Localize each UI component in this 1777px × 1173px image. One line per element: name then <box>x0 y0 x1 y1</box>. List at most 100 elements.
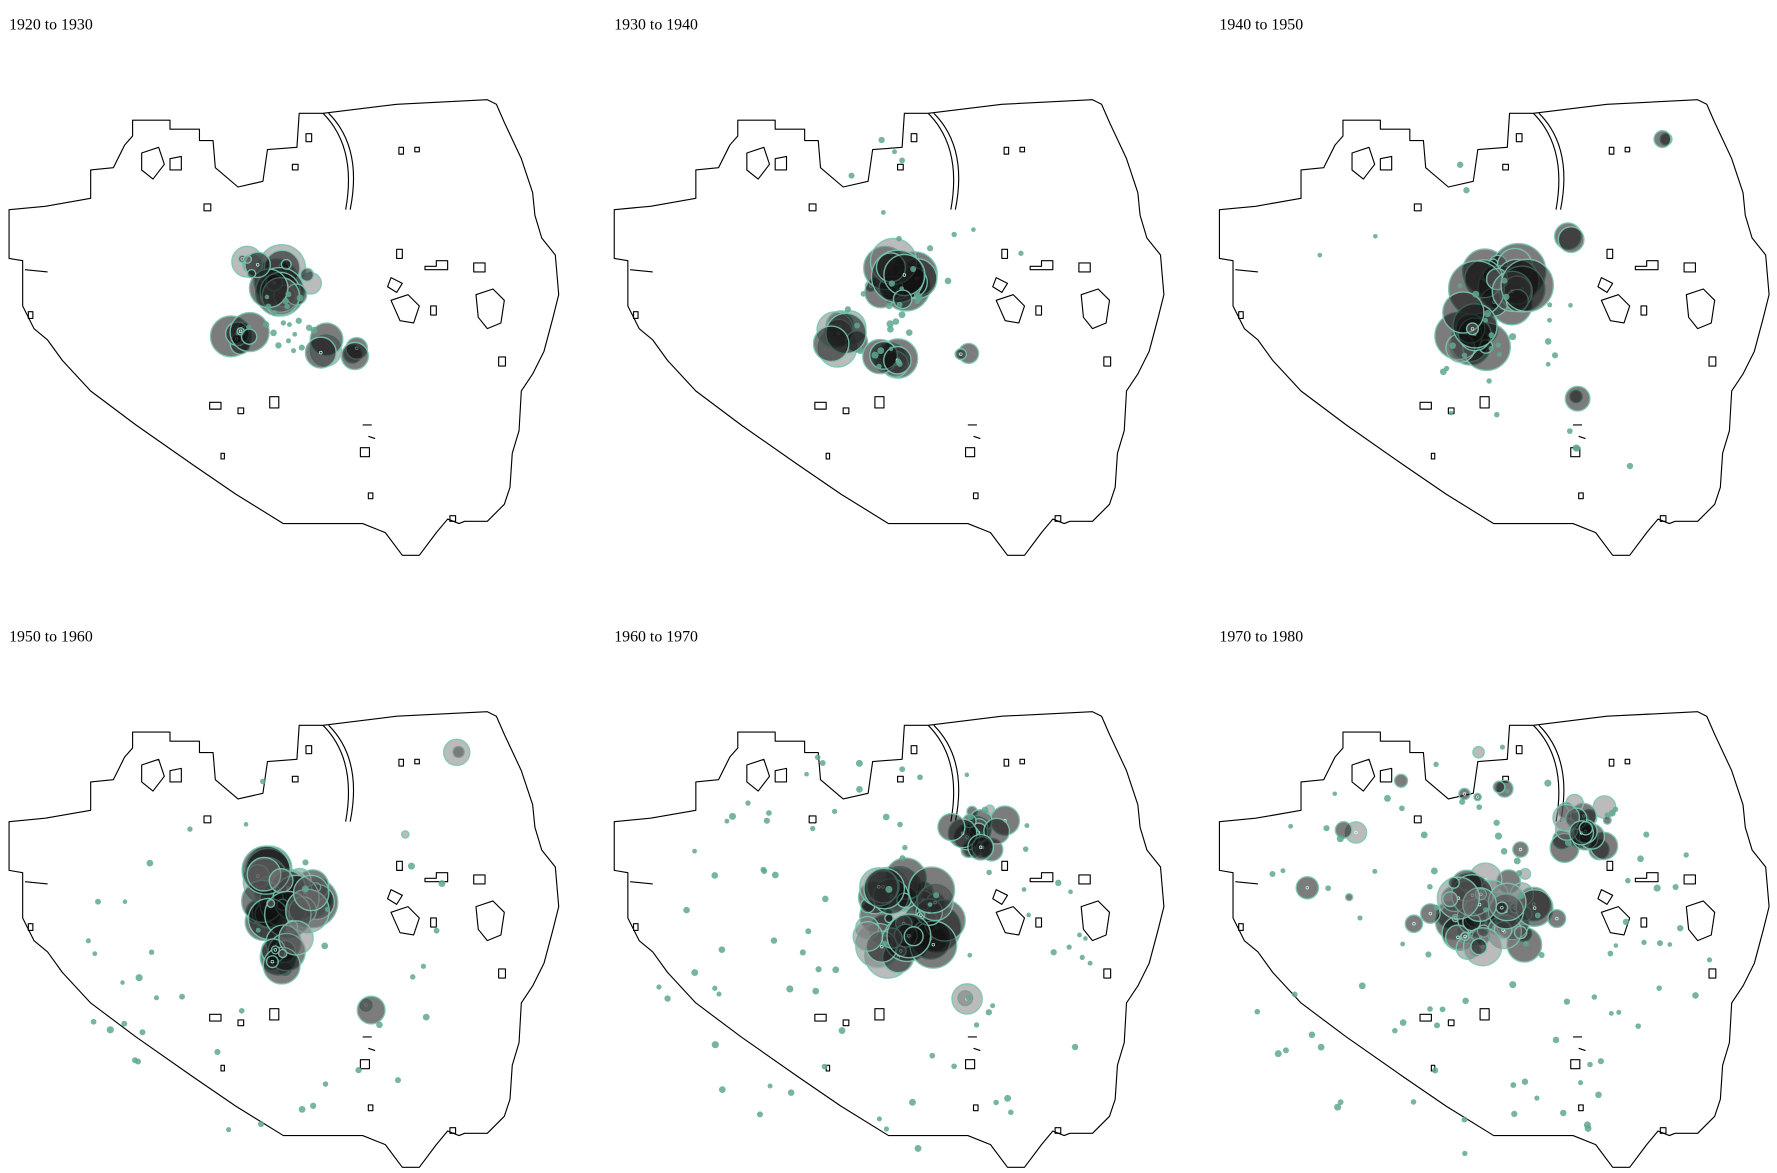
dot <box>1004 1094 1012 1102</box>
dot <box>1672 883 1679 891</box>
dot <box>1332 791 1338 797</box>
bubble-center <box>880 944 884 949</box>
dot <box>883 1126 890 1132</box>
dot <box>243 822 249 827</box>
bubble-center <box>319 350 323 355</box>
dot <box>1026 912 1031 918</box>
dot <box>711 1041 719 1049</box>
dot <box>1373 233 1378 239</box>
dot <box>967 952 973 958</box>
dot <box>1500 848 1508 855</box>
bubble <box>983 817 1011 845</box>
dot <box>1463 187 1470 194</box>
dot <box>927 902 933 907</box>
dot <box>1336 835 1344 843</box>
dot <box>885 302 893 310</box>
dot <box>1055 879 1062 887</box>
bubble <box>967 833 995 861</box>
dot <box>1434 1022 1441 1029</box>
bubble <box>246 268 257 279</box>
dot <box>892 318 900 325</box>
dot <box>1551 352 1559 359</box>
dot <box>1587 1061 1593 1068</box>
bubble <box>1547 909 1567 929</box>
dot <box>238 1007 245 1014</box>
dot <box>226 1127 232 1133</box>
dot <box>1510 1082 1517 1089</box>
dot <box>897 821 903 828</box>
dot <box>951 1063 957 1070</box>
dot <box>1597 1058 1604 1065</box>
panel-title: 1930 to 1940 <box>614 16 698 33</box>
city-outline <box>8 99 560 556</box>
dot <box>913 291 921 299</box>
dot <box>1613 943 1619 948</box>
dot <box>1462 1150 1468 1157</box>
dot <box>990 1003 996 1009</box>
dot <box>291 348 297 354</box>
dot <box>1564 839 1572 847</box>
dot <box>880 210 886 215</box>
dot <box>876 363 882 370</box>
dot <box>1504 788 1510 794</box>
dot <box>832 966 840 974</box>
bubble-center <box>959 352 963 356</box>
dot <box>1083 936 1088 941</box>
dot <box>896 301 903 308</box>
dot <box>1066 944 1072 950</box>
dot <box>246 324 252 331</box>
dot <box>1288 823 1294 829</box>
dot <box>1280 868 1286 874</box>
bubble <box>1436 876 1481 920</box>
bubble <box>1393 773 1409 788</box>
bubble-center <box>1470 327 1475 331</box>
dot <box>1523 940 1529 947</box>
dot <box>871 351 879 359</box>
dot <box>1616 1009 1622 1015</box>
dot <box>1461 352 1468 359</box>
bubble <box>1513 925 1528 940</box>
dot <box>1677 924 1684 932</box>
dot <box>1079 954 1085 961</box>
dot <box>799 949 806 956</box>
dot <box>1574 445 1581 452</box>
dot <box>1534 1095 1540 1101</box>
dot <box>1334 1103 1342 1111</box>
dot <box>295 317 302 324</box>
bubble <box>1557 226 1585 254</box>
bubble <box>356 995 386 1025</box>
bubble <box>270 945 281 955</box>
dot <box>691 969 699 977</box>
dot <box>1483 317 1489 323</box>
dot <box>260 778 266 785</box>
dot <box>262 321 270 328</box>
dot <box>1448 410 1454 416</box>
dot <box>139 1029 146 1036</box>
dot <box>1641 939 1647 946</box>
dot <box>1274 1050 1282 1058</box>
map-panel: 1940 to 1950 <box>1218 16 1770 556</box>
dot <box>882 813 890 821</box>
dot <box>1513 857 1521 865</box>
dot <box>1425 951 1432 958</box>
dot <box>1604 812 1610 818</box>
dot <box>856 786 863 793</box>
dot <box>92 951 98 957</box>
dot <box>1706 957 1713 963</box>
dot <box>1427 1006 1433 1012</box>
panel-title: 1950 to 1960 <box>9 628 93 645</box>
dot <box>805 928 812 935</box>
dot <box>1509 333 1517 341</box>
dot <box>1372 868 1378 874</box>
dot <box>394 1077 401 1084</box>
dot <box>656 984 662 990</box>
dot <box>301 885 309 893</box>
bubble <box>266 898 276 908</box>
dot <box>860 290 867 297</box>
dot <box>1583 1121 1591 1129</box>
bubble <box>852 920 884 952</box>
dot <box>848 172 855 179</box>
dot <box>1544 779 1552 787</box>
dot <box>838 1027 846 1035</box>
dot <box>895 358 902 365</box>
